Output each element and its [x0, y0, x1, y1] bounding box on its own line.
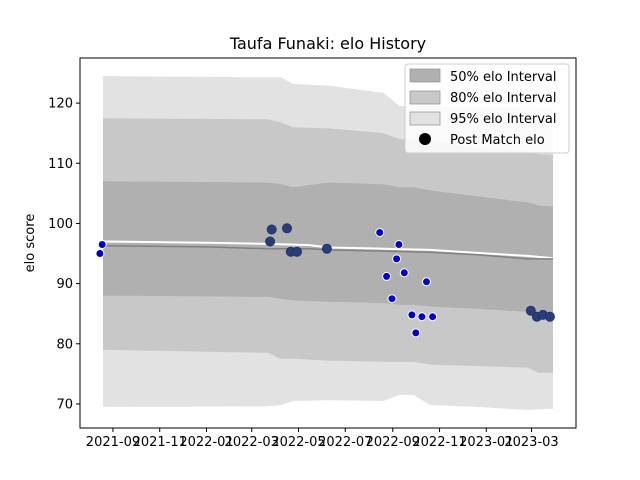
x-tick-label-1: 2021-11 [133, 435, 187, 450]
y-axis: 70 80 90 100 110 120 [48, 97, 80, 412]
data-point-6 [292, 246, 302, 257]
axes-frame [79, 57, 577, 429]
y-tick-label-2: 90 [56, 277, 73, 292]
y-tick-label-3: 100 [48, 217, 73, 232]
legend-label-80: 80% elo Interval [450, 91, 557, 106]
x-tick-label-9: 2023-03 [504, 435, 558, 450]
y-tick-label-4: 110 [48, 157, 73, 172]
data-point-8 [375, 228, 385, 237]
x-tick-label-0: 2021-09 [86, 435, 140, 450]
y-tick-label-0: 70 [56, 397, 73, 412]
data-point-11 [392, 254, 402, 264]
series-line-1 [102, 244, 553, 260]
data-point-7 [321, 243, 332, 254]
legend: 50% elo Interval 80% elo Interval 95% el… [404, 63, 570, 154]
x-tick-label-6: 2022-09 [366, 435, 420, 450]
data-point-19 [525, 305, 536, 316]
data-point-9 [382, 271, 392, 281]
data-point-0 [95, 249, 105, 258]
y-axis-label: elo score [23, 214, 38, 273]
data-point-16 [417, 312, 427, 322]
legend-swatch-95 [409, 111, 441, 126]
data-point-13 [399, 268, 409, 278]
data-point-14 [407, 310, 417, 320]
legend-marker-post-match [419, 133, 431, 145]
x-tick-label-7: 2022-11 [412, 435, 466, 450]
y-tick-label-5: 120 [48, 97, 73, 112]
plot-area [95, 76, 555, 410]
data-point-3 [266, 224, 277, 235]
legend-swatch-50 [409, 68, 441, 83]
data-point-4 [282, 223, 292, 234]
data-point-1 [97, 240, 107, 249]
x-axis: 2021-092021-112022-012022-032022-052022-… [86, 428, 559, 450]
data-point-18 [428, 312, 438, 322]
legend-label-50: 50% elo Interval [450, 70, 557, 85]
data-point-2 [265, 236, 276, 247]
series-line-0 [102, 240, 554, 260]
data-point-15 [411, 328, 421, 338]
x-tick-label-5: 2022-07 [318, 435, 372, 450]
data-point-17 [422, 277, 431, 287]
data-point-22 [544, 311, 555, 322]
y-tick-label-1: 80 [56, 337, 73, 352]
data-point-10 [387, 294, 397, 304]
x-tick-label-8: 2023-01 [459, 435, 513, 450]
chart-title: Taufa Funaki: elo History [229, 34, 426, 53]
legend-frame [404, 63, 570, 154]
x-tick-label-4: 2022-05 [271, 435, 325, 450]
legend-label-post-match: Post Match elo [450, 133, 545, 148]
x-tick-label-3: 2022-03 [225, 435, 279, 450]
legend-label-95: 95% elo Interval [450, 112, 557, 127]
data-point-12 [394, 240, 404, 249]
legend-swatch-80 [409, 90, 441, 105]
x-tick-label-2: 2022-01 [179, 435, 233, 450]
